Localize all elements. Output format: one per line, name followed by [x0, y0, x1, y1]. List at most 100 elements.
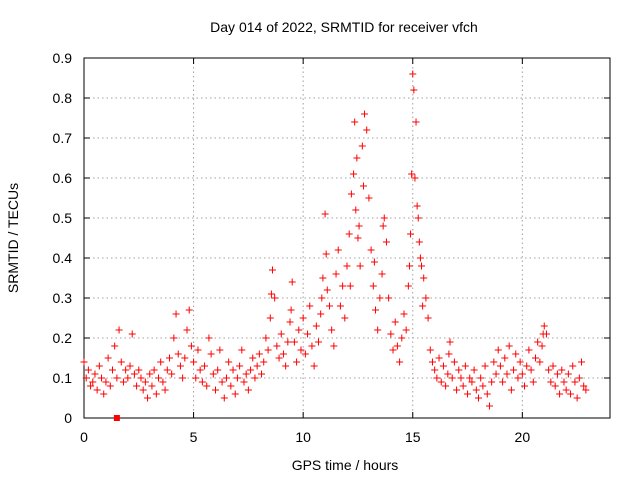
data-point [299, 314, 307, 322]
data-point [144, 394, 152, 402]
data-point [391, 318, 399, 326]
data-point [564, 370, 572, 378]
data-point [494, 346, 502, 354]
data-point [355, 222, 363, 230]
data-point [319, 274, 327, 282]
data-point [98, 374, 106, 382]
data-point [301, 350, 309, 358]
data-point [328, 326, 336, 334]
y-tick-label: 0.3 [53, 290, 73, 306]
data-point [409, 70, 417, 78]
chart-title: Day 014 of 2022, SRMTID for receiver vfc… [210, 19, 478, 35]
data-point [455, 366, 463, 374]
data-point [133, 382, 141, 390]
data-point [185, 306, 193, 314]
data-point [339, 282, 347, 290]
data-point [249, 354, 257, 362]
data-point [389, 346, 397, 354]
data-point [247, 366, 255, 374]
data-point [571, 378, 579, 386]
data-point [179, 374, 187, 382]
data-point [472, 386, 480, 394]
data-point [553, 370, 561, 378]
data-point [181, 354, 189, 362]
data-point [317, 310, 325, 318]
data-point [130, 370, 138, 378]
data-point [236, 362, 244, 370]
data-point [479, 382, 487, 390]
data-point [365, 194, 373, 202]
data-point [437, 378, 445, 386]
data-point [170, 334, 178, 342]
data-point [490, 358, 498, 366]
data-point [475, 394, 482, 402]
data-point [293, 358, 301, 366]
data-point [560, 378, 568, 386]
data-point [104, 354, 112, 362]
data-point [330, 342, 338, 350]
data-point [295, 326, 303, 334]
y-tick-label: 0.2 [53, 330, 73, 346]
data-point [227, 382, 235, 390]
data-point [155, 374, 163, 382]
data-point [119, 378, 127, 386]
x-tick-label: 0 [80, 429, 88, 445]
data-point [244, 386, 252, 394]
data-point [264, 346, 272, 354]
data-point [282, 362, 290, 370]
data-point [323, 286, 331, 294]
data-point [352, 206, 360, 214]
data-point [416, 254, 424, 262]
data-point [547, 378, 555, 386]
data-point [356, 262, 364, 270]
data-point [569, 362, 577, 370]
data-point [268, 266, 276, 274]
data-point [404, 282, 412, 290]
data-point [183, 326, 191, 334]
data-point [407, 230, 415, 238]
data-point [288, 278, 296, 286]
data-point [273, 342, 281, 350]
data-point [336, 302, 344, 310]
data-point [222, 374, 230, 382]
data-point [510, 366, 518, 374]
data-point [238, 346, 246, 354]
y-tick-label: 0.5 [53, 210, 73, 226]
data-point [332, 270, 340, 278]
data-point [405, 262, 413, 270]
y-tick-label: 0.7 [53, 130, 73, 146]
data-point [378, 270, 386, 278]
data-point [422, 294, 430, 302]
data-point [212, 386, 219, 394]
data-point [518, 370, 526, 378]
data-point [87, 382, 95, 390]
data-point [361, 110, 369, 118]
data-point [380, 214, 388, 222]
data-point [137, 374, 145, 382]
data-point [359, 182, 367, 190]
data-point [578, 358, 586, 366]
y-tick-label: 0.9 [53, 50, 73, 66]
data-point [573, 394, 581, 402]
data-point [203, 382, 211, 390]
data-point [354, 234, 362, 242]
data-point [457, 374, 465, 382]
data-point [102, 378, 110, 386]
data-point [420, 274, 428, 282]
data-point [262, 334, 270, 342]
data-point [488, 378, 496, 386]
data-point [402, 326, 410, 334]
data-point [253, 362, 261, 370]
data-point [251, 374, 259, 382]
data-point [233, 374, 241, 382]
data-point [91, 370, 99, 378]
data-point [157, 358, 165, 366]
data-point [209, 370, 217, 378]
data-point [453, 386, 461, 394]
x-tick-label: 10 [295, 429, 311, 445]
data-point [341, 314, 349, 322]
data-point [141, 378, 149, 386]
data-point [322, 250, 330, 258]
data-point [536, 358, 544, 366]
x-tick-labels: 0 5 10 15 20 [80, 429, 530, 445]
